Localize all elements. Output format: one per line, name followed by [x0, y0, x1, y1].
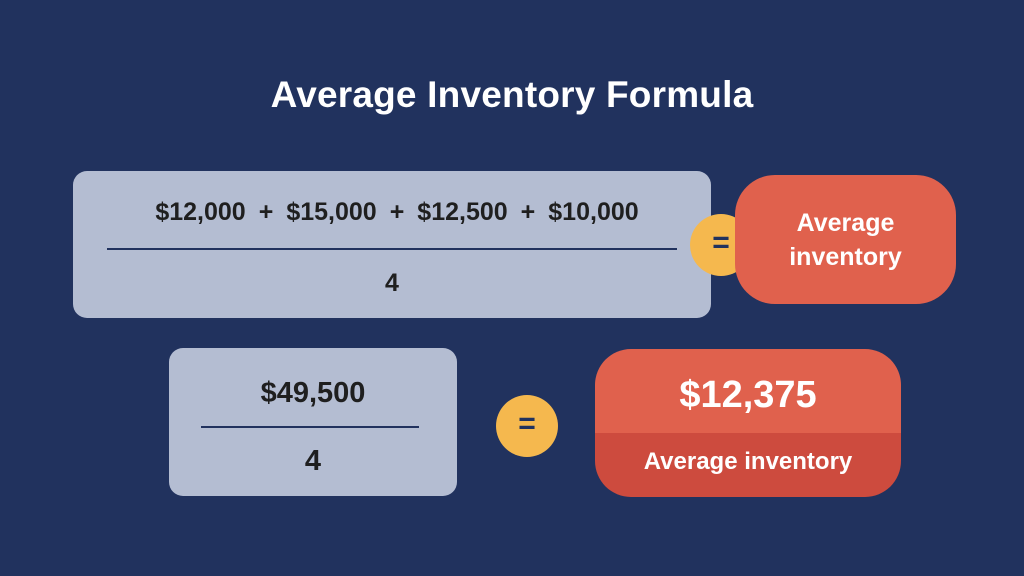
plus-sign: +: [258, 198, 274, 226]
fraction-line: [201, 426, 419, 428]
plus-sign: +: [389, 198, 405, 226]
fraction-line: [107, 248, 677, 250]
average-inventory-label: Average inventory: [735, 175, 956, 304]
calculation-fraction-box: $49,500 4: [169, 348, 457, 496]
formula-denominator: 4: [385, 269, 399, 297]
formula-fraction-box: $12,000 + $15,000 + $12,500 + $10,000 4: [73, 171, 711, 318]
plus-sign: +: [520, 198, 536, 226]
result-card: $12,375 Average inventory: [595, 349, 901, 497]
page-title: Average Inventory Formula: [270, 74, 754, 115]
equals-sign: =: [496, 395, 558, 457]
result-label: Average inventory: [595, 433, 901, 497]
term-4: $10,000: [548, 198, 639, 226]
result-value: $12,375: [595, 349, 901, 433]
average-inventory-text: Average inventory: [789, 208, 902, 271]
calculation-denominator: 4: [304, 445, 322, 477]
term-2: $15,000: [286, 198, 377, 226]
term-3: $12,500: [417, 198, 508, 226]
formula-numerator: $12,000 + $15,000 + $12,500 + $10,000: [107, 198, 687, 227]
term-1: $12,000: [155, 198, 246, 226]
calculation-numerator: $49,500: [260, 377, 366, 409]
